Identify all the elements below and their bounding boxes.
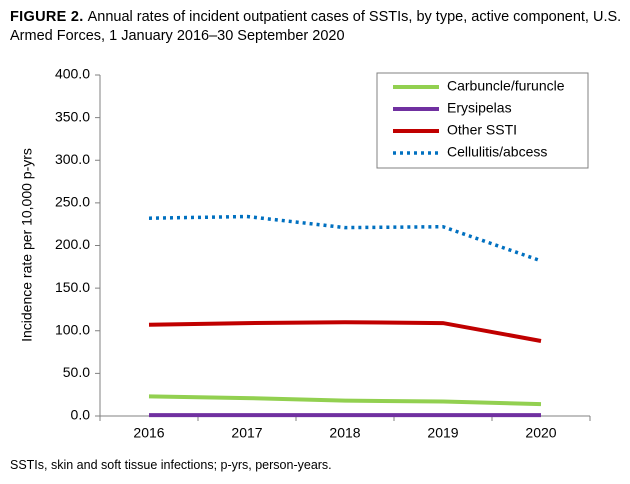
chart: Incidence rate per 10,000 p-yrs 0.0 50.0 1…	[19, 66, 591, 441]
y-axis-label: Incidence rate per 10,000 p-yrs	[19, 148, 35, 342]
title-block: FIGURE 2. Annual rates of incident outpat…	[10, 8, 622, 46]
footnote: SSTIs, skin and soft tissue infections; …	[10, 458, 332, 472]
x-tick-label: 2020	[525, 425, 556, 441]
y-tick-label: 400.0	[55, 66, 90, 82]
legend-label: Other SSTI	[447, 122, 517, 138]
y-tick-label: 50.0	[63, 364, 90, 380]
y-tick-label: 250.0	[55, 194, 90, 210]
series-line	[148, 214, 542, 263]
figure-label: FIGURE 2.	[10, 9, 84, 25]
y-tick-label: 100.0	[55, 321, 90, 337]
chart-title: Annual rates of incident outpatient case…	[10, 9, 622, 44]
x-tick-label: 2017	[231, 425, 262, 441]
legend-label: Erysipelas	[447, 100, 512, 116]
legend-label: Carbuncle/furuncle	[447, 78, 565, 94]
y-tick-label: 0.0	[71, 407, 91, 423]
y-tick-label: 300.0	[55, 151, 90, 167]
x-tick-label: 2018	[329, 425, 360, 441]
x-tick-label: 2019	[427, 425, 458, 441]
y-tick-label: 200.0	[55, 236, 90, 252]
y-tick-label: 350.0	[55, 108, 90, 124]
y-tick-label: 150.0	[55, 279, 90, 295]
series-line	[148, 394, 542, 407]
x-tick-label: 2016	[133, 425, 164, 441]
legend-label: Cellulitis/abcess	[447, 144, 547, 160]
series-line	[148, 320, 542, 343]
